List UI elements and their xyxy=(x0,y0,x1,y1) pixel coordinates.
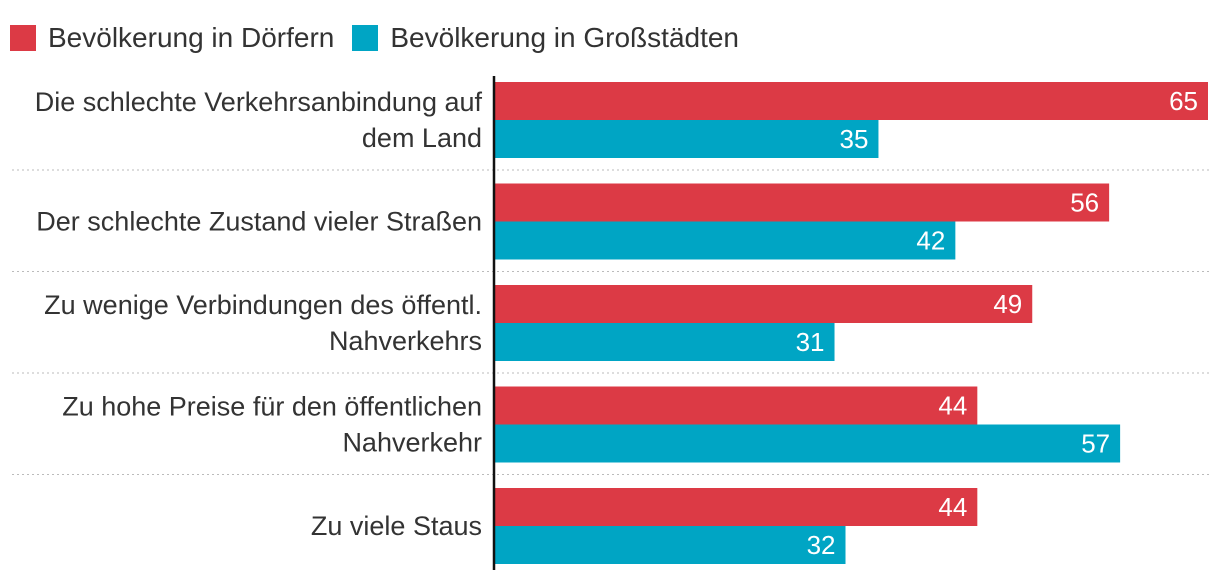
value-label: 49 xyxy=(993,289,1022,319)
value-label: 65 xyxy=(1169,86,1198,116)
category-label: Die schlechte Verkehrsanbindung auf dem L… xyxy=(35,87,483,153)
category-label: Zu hohe Preise für den öffentlichen Nahve… xyxy=(62,392,482,458)
legend-swatch-doerfer xyxy=(10,25,36,51)
bar-doerfer xyxy=(494,183,1110,222)
bar-doerfer xyxy=(494,386,978,425)
legend-label-doerfer: Bevölkerung in Dörfern xyxy=(48,22,335,53)
bar-doerfer xyxy=(494,488,978,526)
value-label: 44 xyxy=(938,391,967,421)
value-label: 44 xyxy=(938,492,967,522)
value-label: 56 xyxy=(1070,188,1099,218)
value-label: 57 xyxy=(1081,429,1110,459)
bar-grossstaedte xyxy=(494,323,835,361)
bar-grossstaedte xyxy=(494,424,1121,463)
category-label: Zu wenige Verbindungen des öffentl. Nahve… xyxy=(44,290,482,356)
bar-grossstaedte xyxy=(494,120,879,158)
legend-item-grossstaedte: Bevölkerung in Großstädten xyxy=(352,22,739,54)
bar-grossstaedte xyxy=(494,221,956,260)
bar-doerfer xyxy=(494,285,1033,323)
value-label: 32 xyxy=(807,530,836,560)
legend-label-grossstaedte: Bevölkerung in Großstädten xyxy=(390,22,740,53)
bar-grossstaedte xyxy=(494,526,846,564)
value-label: 31 xyxy=(796,327,825,357)
category-label: Zu viele Staus xyxy=(311,511,482,541)
legend-swatch-grossstaedte xyxy=(352,25,379,51)
category-label: Der schlechte Zustand vieler Straßen xyxy=(36,207,482,237)
legend-item-doerfer: Bevölkerung in Dörfern xyxy=(10,22,334,54)
bar-doerfer xyxy=(494,82,1208,120)
value-label: 35 xyxy=(840,124,869,154)
value-label: 42 xyxy=(916,226,945,256)
legend: Bevölkerung in Dörfern Bevölkerung in Gr… xyxy=(10,18,757,58)
